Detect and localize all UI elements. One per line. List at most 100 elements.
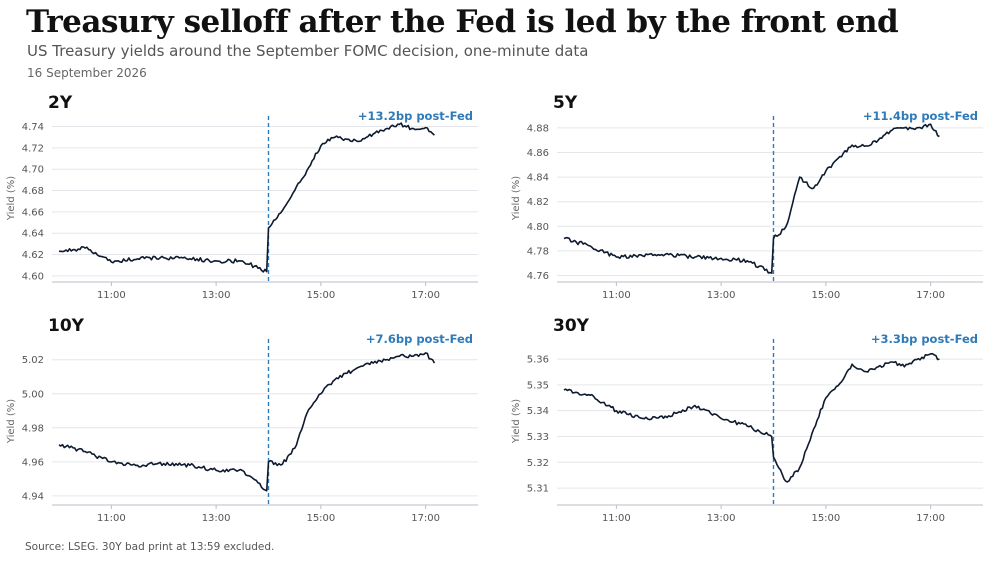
data-point <box>746 260 748 262</box>
data-point <box>785 482 787 484</box>
page-subtitle: US Treasury yields around the September … <box>27 42 589 60</box>
data-point <box>825 170 827 172</box>
data-point <box>641 255 643 257</box>
data-point <box>163 257 165 259</box>
chart-5y: 4.76 4.78 4.80 4.82 4.84 4.86 4.88 11:00 13:00 15… <box>511 116 983 301</box>
x-tick-label: 13:00 <box>707 290 736 301</box>
data-point <box>163 462 165 464</box>
data-point <box>346 138 348 140</box>
data-point <box>215 469 217 471</box>
data-point <box>333 379 335 381</box>
y-tick-label: 4.86 <box>527 148 549 159</box>
data-point <box>916 358 918 360</box>
data-point <box>903 366 905 368</box>
data-point <box>825 397 827 399</box>
chart-panel-2y: 4.60 4.62 4.64 4.66 4.68 4.70 4.72 4.74 11:00 13:… <box>0 88 490 310</box>
data-point <box>346 372 348 374</box>
data-point <box>929 123 931 125</box>
data-point <box>359 140 361 142</box>
series-line <box>58 352 436 492</box>
data-point <box>851 144 853 146</box>
data-point <box>563 389 565 391</box>
data-point <box>615 409 617 411</box>
y-tick-label: 4.96 <box>22 457 44 468</box>
data-point <box>84 450 86 452</box>
panel-label: 30Y <box>553 316 589 336</box>
x-tick-label: 15:00 <box>306 513 335 524</box>
chart-panel-5y: 4.76 4.78 4.80 4.82 4.84 4.86 4.88 11:00 13:00 15… <box>505 88 995 310</box>
data-point <box>280 211 282 213</box>
y-tick-label: 4.80 <box>527 222 549 233</box>
data-point <box>372 362 374 364</box>
x-tick-label: 15:00 <box>811 513 840 524</box>
y-tick-label: 4.60 <box>22 271 44 282</box>
y-tick-label: 5.32 <box>527 458 549 469</box>
y-tick-label: 4.68 <box>22 186 44 197</box>
data-point <box>293 189 295 191</box>
y-tick-label: 4.62 <box>22 250 44 261</box>
data-point <box>433 362 435 364</box>
x-tick-label: 17:00 <box>916 290 945 301</box>
data-point <box>798 176 800 178</box>
data-point <box>838 156 840 158</box>
data-point <box>641 417 643 419</box>
data-point <box>589 394 591 396</box>
y-tick-label: 4.72 <box>22 143 44 154</box>
data-point <box>136 464 138 466</box>
data-point <box>189 464 191 466</box>
data-point <box>266 270 268 272</box>
data-point <box>851 363 853 365</box>
page-title: Treasury selloff after the Fed is led by… <box>26 4 899 40</box>
data-point <box>890 129 892 131</box>
panel-label: 5Y <box>553 93 578 113</box>
data-point <box>938 135 940 137</box>
y-tick-label: 4.78 <box>527 246 549 257</box>
y-tick-label: 4.64 <box>22 229 44 240</box>
data-point <box>280 464 282 466</box>
data-point <box>785 225 787 227</box>
y-tick-label: 4.70 <box>22 165 44 176</box>
data-point <box>720 257 722 259</box>
data-point <box>411 355 413 357</box>
data-point <box>589 245 591 247</box>
data-point <box>215 260 217 262</box>
y-tick-label: 5.02 <box>22 355 44 366</box>
y-axis-label: Yield (%) <box>511 399 522 444</box>
data-point <box>424 352 426 354</box>
chart-2y: 4.60 4.62 4.64 4.66 4.68 4.70 4.72 4.74 11:00 13:… <box>6 116 478 301</box>
y-tick-label: 4.84 <box>527 173 549 184</box>
y-tick-label: 5.34 <box>527 406 549 417</box>
post-fed-annotation: +7.6bp post-Fed <box>365 332 473 346</box>
data-point <box>772 456 774 458</box>
data-point <box>668 415 670 417</box>
data-point <box>333 136 335 138</box>
chart-10y: 4.94 4.96 4.98 5.00 5.02 11:00 13:00 15:00 17:00… <box>6 339 478 524</box>
data-point <box>771 435 773 437</box>
x-tick-label: 11:00 <box>97 513 126 524</box>
y-tick-label: 4.74 <box>22 122 44 133</box>
data-point <box>385 127 387 129</box>
y-tick-label: 5.33 <box>527 432 549 443</box>
data-point <box>398 355 400 357</box>
data-point <box>812 430 814 432</box>
y-tick-label: 4.76 <box>527 271 549 282</box>
data-point <box>241 469 243 471</box>
x-tick-label: 15:00 <box>811 290 840 301</box>
data-point <box>694 256 696 258</box>
y-tick-label: 4.98 <box>22 423 44 434</box>
x-tick-label: 11:00 <box>97 290 126 301</box>
data-point <box>110 461 112 463</box>
source-note: Source: LSEG. 30Y bad print at 13:59 exc… <box>25 541 275 553</box>
data-point <box>615 256 617 258</box>
series-line <box>563 352 940 483</box>
data-point <box>838 384 840 386</box>
date-label: 16 September 2026 <box>27 66 147 80</box>
data-point <box>424 126 426 128</box>
post-fed-annotation: +11.4bp post-Fed <box>862 109 978 123</box>
data-point <box>563 237 565 239</box>
data-point <box>771 272 773 274</box>
data-point <box>877 139 879 141</box>
data-point <box>929 353 931 355</box>
data-point <box>372 133 374 135</box>
data-point <box>359 365 361 367</box>
